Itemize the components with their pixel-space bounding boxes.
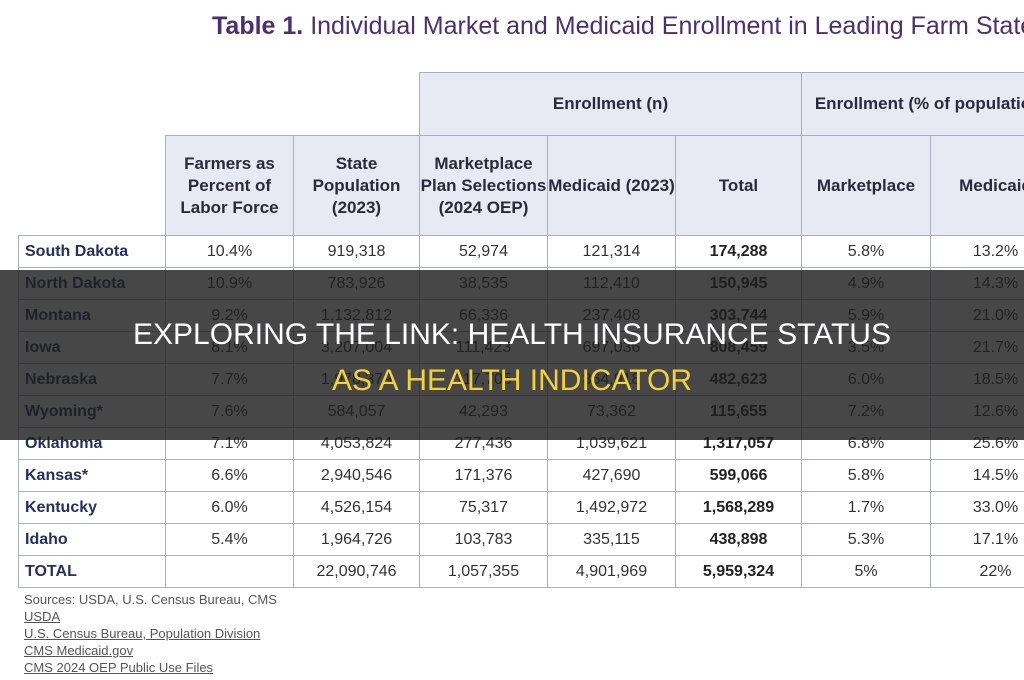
group-header: Enrollment (n) — [419, 72, 802, 136]
cell: 5.8% — [801, 459, 931, 492]
cell: 13.2% — [930, 235, 1024, 268]
cell: 75,317 — [419, 491, 548, 524]
column-header: State Population (2023) — [293, 135, 420, 236]
cell: 1,964,726 — [293, 523, 420, 556]
column-header: Medicaid — [930, 135, 1024, 236]
cell: 1.7% — [801, 491, 931, 524]
cell: 6.6% — [165, 459, 294, 492]
cell: 2,940,546 — [293, 459, 420, 492]
cell: 17.1% — [930, 523, 1024, 556]
banner-line: AS A HEALTH INDICATOR — [331, 364, 693, 397]
row-label: Kansas* — [18, 459, 166, 492]
cell: 919,318 — [293, 235, 420, 268]
cell: 438,898 — [675, 523, 802, 556]
cell: 174,288 — [675, 235, 802, 268]
cell: 121,314 — [547, 235, 676, 268]
table-label: Table 1. — [212, 12, 304, 40]
sources: Sources: USDA, U.S. Census Bureau, CMS U… — [24, 591, 277, 676]
row-label: South Dakota — [18, 235, 166, 268]
column-header: Medicaid (2023) — [547, 135, 676, 236]
column-header: Total — [675, 135, 802, 236]
source-link[interactable]: USDA — [24, 609, 61, 624]
total-cell: 4,901,969 — [547, 555, 676, 588]
column-header: Marketplace — [801, 135, 931, 236]
cell: 33.0% — [930, 491, 1024, 524]
cell: 1,568,289 — [675, 491, 802, 524]
table-title: Individual Market and Medicaid Enrollmen… — [310, 12, 1024, 40]
total-cell: 22,090,746 — [293, 555, 420, 588]
cell — [165, 555, 294, 588]
cell: 52,974 — [419, 235, 548, 268]
total-cell: 5,959,324 — [675, 555, 802, 588]
total-cell: 1,057,355 — [419, 555, 548, 588]
cell: 1,492,972 — [547, 491, 676, 524]
source-link[interactable]: U.S. Census Bureau, Population Division — [24, 626, 261, 641]
row-label: Kentucky — [18, 491, 166, 524]
cell: 5.4% — [165, 523, 294, 556]
cell: 10.4% — [165, 235, 294, 268]
banner: EXPLORING THE LINK: HEALTH INSURANCE STA… — [0, 270, 1024, 440]
column-header: Farmers as Percent of Labor Force — [165, 135, 294, 236]
total-cell: 5% — [801, 555, 931, 588]
cell: 599,066 — [675, 459, 802, 492]
cell: 335,115 — [547, 523, 676, 556]
source-link[interactable]: CMS 2024 OEP Public Use Files — [24, 660, 214, 675]
cell: 14.5% — [930, 459, 1024, 492]
cell: 6.0% — [165, 491, 294, 524]
cell: 5.8% — [801, 235, 931, 268]
source-link[interactable]: CMS Medicaid.gov — [24, 643, 134, 658]
cell: 427,690 — [547, 459, 676, 492]
row-label: Idaho — [18, 523, 166, 556]
banner-line: EXPLORING THE LINK: HEALTH INSURANCE STA… — [133, 318, 891, 351]
cell: 4,526,154 — [293, 491, 420, 524]
cell: 103,783 — [419, 523, 548, 556]
total-label: TOTAL — [18, 555, 166, 588]
total-cell: 22% — [930, 555, 1024, 588]
group-header: Enrollment (% of population) — [801, 72, 1024, 136]
column-header: Marketplace Plan Selections (2024 OEP) — [419, 135, 548, 236]
cell: 171,376 — [419, 459, 548, 492]
title: Table 1. Individual Market and Medicaid … — [212, 12, 1024, 41]
source-note: Sources: USDA, U.S. Census Bureau, CMS — [24, 592, 277, 607]
cell: 5.3% — [801, 523, 931, 556]
